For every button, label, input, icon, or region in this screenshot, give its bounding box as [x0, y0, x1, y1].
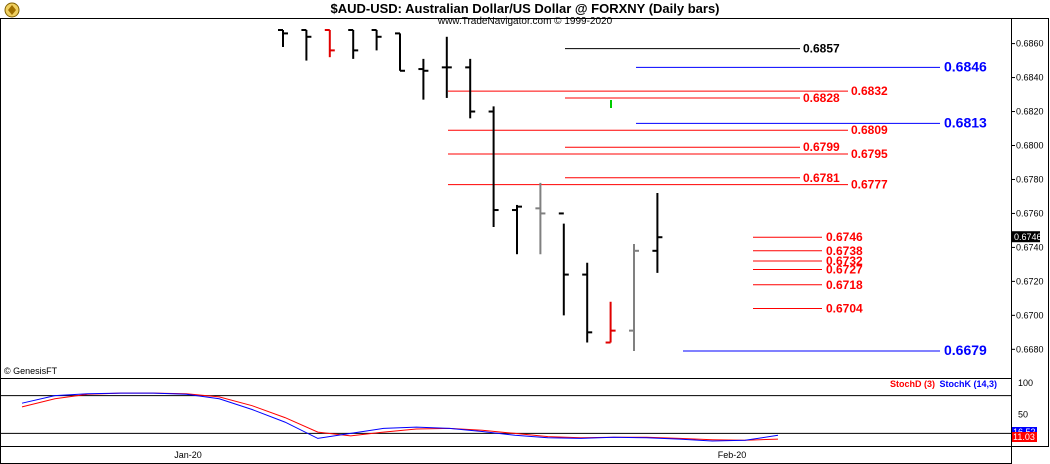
price-bar: [371, 29, 382, 51]
stochd-value: 11.03: [1013, 432, 1035, 442]
price-bar: [629, 244, 639, 352]
last-price-tag: [1012, 231, 1040, 243]
level-label: 0.6727: [826, 262, 863, 276]
y-tick-label: 0.6780: [1016, 174, 1044, 184]
price-bar: [441, 36, 452, 98]
level-label: 0.6846: [944, 58, 987, 74]
price-bar: [582, 262, 593, 343]
price-bar: [512, 204, 522, 255]
stoch-panel: [0, 378, 1012, 447]
level-label: 0.6828: [803, 91, 840, 105]
y-tick-label: 0.6860: [1016, 39, 1044, 49]
y-tick-label: 0.6760: [1016, 208, 1044, 218]
y-tick-label: 0.6740: [1016, 242, 1044, 252]
level-label: 0.6718: [826, 278, 863, 292]
level-label: 0.6813: [944, 114, 987, 130]
price-bar: [418, 58, 429, 100]
price-bar: [558, 212, 569, 316]
price-bar: [348, 29, 359, 59]
level-label: 0.6781: [803, 171, 840, 185]
level-label: 0.6795: [851, 147, 888, 161]
level-label: 0.6799: [803, 140, 840, 154]
price-bar: [652, 193, 663, 273]
price-bar: [605, 301, 616, 344]
y-tick-label: 0.6800: [1016, 140, 1044, 150]
stochd-value-tag: [1012, 432, 1037, 442]
date-axis-frame: [0, 446, 1012, 464]
price-bar: [535, 182, 546, 255]
price-bar: [395, 32, 405, 72]
y-tick-label: 0.6840: [1016, 73, 1044, 83]
level-label: 0.6832: [851, 84, 888, 98]
watermark: © GenesisFT: [4, 366, 58, 376]
chart-title: $AUD-USD: Australian Dollar/US Dollar @ …: [330, 1, 719, 16]
y-tick-label: 0.6720: [1016, 276, 1044, 286]
y-tick-label: 0.6820: [1016, 107, 1044, 117]
level-label: 0.6746: [826, 230, 863, 244]
price-bar: [465, 58, 476, 119]
level-label: 0.6857: [803, 42, 840, 56]
level-label: 0.6679: [944, 342, 987, 358]
price-bar: [324, 29, 335, 58]
x-label-feb: Feb-20: [718, 450, 747, 460]
price-bar: [301, 29, 312, 61]
x-label-jan: Jan-20: [174, 450, 202, 460]
y-tick-label: 0.6700: [1016, 310, 1044, 320]
main-panel: [0, 18, 1012, 379]
price-bar: [278, 29, 288, 47]
last-price-label: 0.6746: [1014, 232, 1042, 242]
stochd-legend: StochD (3): [890, 379, 935, 389]
stochk-legend: StochK (14,3): [939, 379, 997, 389]
price-bar: [488, 106, 499, 228]
level-label: 0.6732: [826, 254, 863, 268]
stoch-tick-label: 50: [1018, 410, 1028, 420]
level-label: 0.6738: [826, 244, 863, 258]
stoch-tick-label: 100: [1018, 378, 1033, 388]
app-logo-icon: [4, 2, 20, 18]
level-label: 0.6809: [851, 123, 888, 137]
stochk-line: [21, 392, 779, 442]
y-tick-label: 0.6680: [1016, 344, 1044, 354]
level-label: 0.6704: [826, 302, 863, 316]
level-label: 0.6777: [851, 178, 888, 192]
chart-subtitle: www.TradeNavigator.com © 1999-2020: [437, 16, 613, 27]
